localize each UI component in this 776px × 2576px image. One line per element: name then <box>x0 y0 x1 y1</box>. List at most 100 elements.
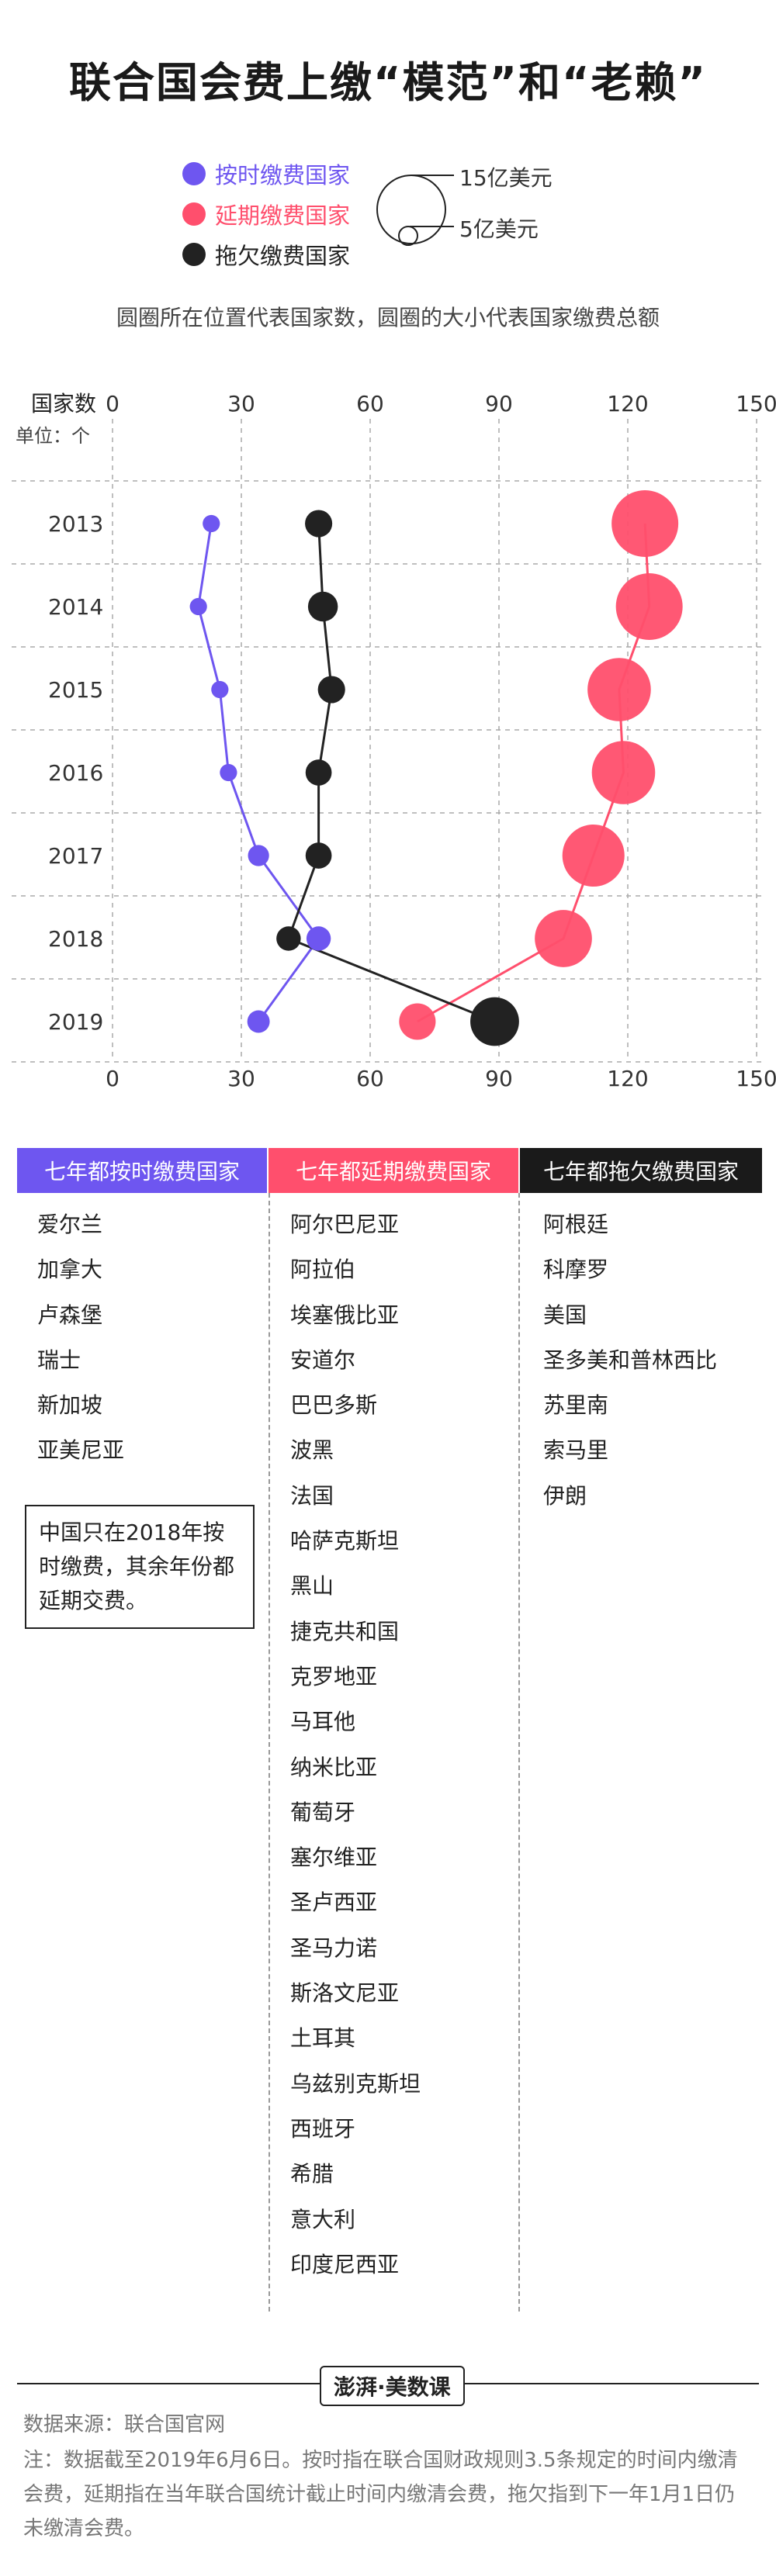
list-item: 土耳其 <box>290 2025 356 2052</box>
footnote: 注：数据截至2019年6月6日。按时指在联合国财政规则3.5条规定的时间内缴清会… <box>23 2449 738 2540</box>
legend: 按时缴费国家 延期缴费国家 拖欠缴费国家 <box>182 154 350 275</box>
legend-label-delayed: 延期缴费国家 <box>215 202 351 229</box>
list-item: 索马里 <box>543 1437 609 1464</box>
x-axis-label: 国家数 <box>31 391 96 417</box>
data-point <box>305 510 333 538</box>
list-item: 西班牙 <box>290 2115 356 2142</box>
list-item: 加拿大 <box>37 1257 103 1283</box>
list-item: 阿根廷 <box>543 1212 609 1237</box>
column-header-delayed: 七年都延期缴费国家 <box>268 1148 518 1193</box>
list-item: 圣卢西亚 <box>290 1890 378 1916</box>
series-line <box>197 523 320 1022</box>
list-ontime: 爱尔兰 加拿大 卢森堡 瑞士 新加坡 亚美尼亚 <box>17 1193 267 1474</box>
list-item: 卢森堡 <box>37 1302 103 1328</box>
y-category-label: 2018 <box>48 926 103 952</box>
column-header-arrears: 七年都拖欠缴费国家 <box>520 1148 762 1193</box>
list-item: 希腊 <box>290 2161 334 2187</box>
list-item: 克罗地亚 <box>290 1663 378 1689</box>
data-point <box>220 763 237 782</box>
x-tick-label-top: 30 <box>227 391 255 417</box>
list-item: 美国 <box>543 1302 587 1328</box>
column-arrears: 七年都拖欠缴费国家 阿根廷 科摩罗 美国 圣多美和普林西比 苏里南 索马里 伊朗 <box>520 1148 762 1519</box>
x-tick-label-bottom: 150 <box>736 1066 776 1091</box>
size-legend-small: 5亿美元 <box>459 216 539 242</box>
list-item: 黑山 <box>290 1573 334 1599</box>
list-item: 印度尼西亚 <box>290 2251 400 2277</box>
y-category-label: 2016 <box>48 760 103 786</box>
column-divider-2 <box>518 1193 520 2311</box>
data-point <box>399 1003 436 1040</box>
list-item: 埃塞俄比亚 <box>290 1302 400 1328</box>
data-point <box>611 490 679 557</box>
data-point <box>305 759 332 786</box>
brand-logo: 澎湃·美数课 <box>320 2366 465 2406</box>
column-divider-1 <box>268 1193 270 2311</box>
x-tick-label-top: 90 <box>485 391 513 417</box>
column-delayed: 七年都延期缴费国家 阿尔巴尼亚 阿拉伯 埃塞俄比亚 安道尔 巴巴多斯 波黑 法国… <box>268 1148 518 2287</box>
size-legend-graphic <box>376 175 454 246</box>
chart-subtitle: 圆圈所在位置代表国家数，圆圈的大小代表国家缴费总额 <box>116 305 660 330</box>
data-point <box>305 842 332 869</box>
list-item: 法国 <box>290 1482 334 1509</box>
list-item: 瑞士 <box>37 1347 81 1373</box>
x-tick-label-top: 60 <box>356 391 384 417</box>
list-item: 意大利 <box>290 2206 356 2232</box>
list-arrears: 阿根廷 科摩罗 美国 圣多美和普林西比 苏里南 索马里 伊朗 <box>520 1193 762 1519</box>
list-item: 圣马力诺 <box>290 1935 378 1961</box>
legend-dot-arrears <box>182 243 206 266</box>
data-point <box>615 573 683 640</box>
column-header-ontime: 七年都按时缴费国家 <box>17 1148 267 1193</box>
data-point <box>587 658 651 721</box>
list-item: 圣多美和普林西比 <box>543 1347 718 1373</box>
data-point <box>211 680 229 699</box>
list-item: 斯洛文尼亚 <box>290 1980 400 2007</box>
list-item: 爱尔兰 <box>37 1212 103 1237</box>
x-tick-label-top: 150 <box>736 391 776 417</box>
list-item: 巴巴多斯 <box>290 1392 378 1419</box>
page-title: 联合国会费上缴“模范”和“老赖” <box>69 58 707 107</box>
x-tick-label-top: 120 <box>607 391 648 417</box>
y-category-label: 2019 <box>48 1009 103 1035</box>
data-point <box>591 741 656 804</box>
legend-item-arrears: 拖欠缴费国家 <box>182 234 350 275</box>
data-point <box>470 997 519 1046</box>
y-category-label: 2013 <box>48 511 103 537</box>
y-category-label: 2014 <box>48 594 103 620</box>
data-point <box>189 597 207 616</box>
list-item: 苏里南 <box>543 1392 609 1419</box>
legend-label-arrears: 拖欠缴费国家 <box>215 243 351 269</box>
list-item: 安道尔 <box>290 1347 356 1373</box>
list-item: 哈萨克斯坦 <box>290 1528 400 1554</box>
x-tick-label-bottom: 60 <box>356 1066 384 1091</box>
legend-label-ontime: 按时缴费国家 <box>215 162 351 188</box>
data-point <box>203 514 220 533</box>
list-item: 纳米比亚 <box>290 1754 378 1780</box>
data-point <box>307 591 338 622</box>
list-item: 葡萄牙 <box>290 1799 356 1825</box>
column-ontime: 七年都按时缴费国家 爱尔兰 加拿大 卢森堡 瑞士 新加坡 亚美尼亚 中国只在20… <box>17 1148 267 1629</box>
y-category-label: 2015 <box>48 677 103 703</box>
list-item: 乌兹别克斯坦 <box>290 2070 421 2097</box>
x-tick-label-bottom: 30 <box>227 1066 255 1091</box>
y-category-label: 2017 <box>48 843 103 869</box>
list-item: 新加坡 <box>37 1392 103 1419</box>
list-item: 塞尔维亚 <box>290 1845 378 1871</box>
list-item: 阿拉伯 <box>290 1257 356 1283</box>
data-point <box>248 845 269 866</box>
data-point <box>535 910 592 967</box>
list-item: 阿尔巴尼亚 <box>290 1212 400 1237</box>
data-source: 数据来源：联合国官网 <box>23 2413 226 2436</box>
x-tick-label-bottom: 90 <box>485 1066 513 1091</box>
china-note: 中国只在2018年按时缴费，其余年份都延期交费。 <box>25 1504 255 1629</box>
list-item: 马耳他 <box>290 1709 356 1735</box>
legend-item-delayed: 延期缴费国家 <box>182 194 350 234</box>
data-point <box>317 676 345 704</box>
unit-label: 单位：个 <box>16 425 90 447</box>
data-point <box>247 1010 270 1033</box>
list-item: 捷克共和国 <box>290 1618 400 1644</box>
list-item: 亚美尼亚 <box>37 1437 125 1464</box>
x-tick-label-top: 0 <box>106 391 120 417</box>
data-point <box>276 926 301 951</box>
list-delayed: 阿尔巴尼亚 阿拉伯 埃塞俄比亚 安道尔 巴巴多斯 波黑 法国 哈萨克斯坦 黑山 … <box>268 1193 518 2287</box>
